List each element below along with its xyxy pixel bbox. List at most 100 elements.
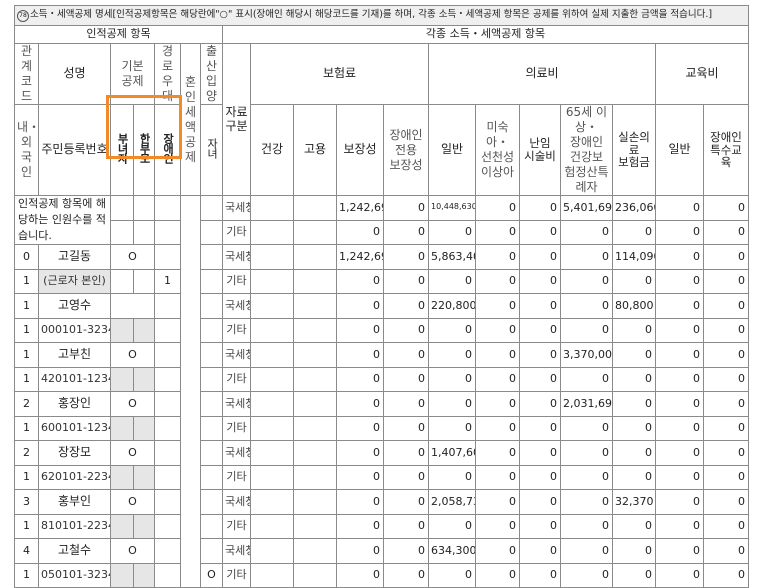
senior-cell[interactable] (154, 440, 181, 466)
birth-adoption-mark[interactable] (200, 366, 223, 392)
amount-cell[interactable]: 0 (560, 268, 613, 294)
amount-cell[interactable]: 0 (428, 391, 476, 417)
woman-cell[interactable] (110, 268, 134, 294)
amount-cell[interactable]: 0 (519, 440, 561, 466)
foreign-code[interactable]: 1 (14, 513, 39, 539)
amount-cell[interactable]: 0 (560, 464, 613, 490)
amount-cell[interactable]: 0 (655, 342, 704, 368)
resident-id[interactable]: 420101-1234567 (38, 366, 111, 392)
amount-cell[interactable] (250, 538, 294, 564)
amount-cell[interactable]: 0 (519, 244, 561, 270)
amount-cell[interactable]: 0 (655, 244, 704, 270)
person-name[interactable]: 홍부인 (38, 489, 111, 515)
amount-cell[interactable]: 0 (612, 513, 656, 539)
amount-cell[interactable]: 0 (612, 440, 656, 466)
amount-cell[interactable]: 0 (383, 440, 429, 466)
disabled-count-cell[interactable] (154, 195, 181, 221)
amount-cell[interactable]: 0 (519, 391, 561, 417)
disabled-code[interactable] (154, 513, 181, 539)
birth-adoption-mark[interactable]: O (200, 562, 223, 588)
amount-cell[interactable] (250, 268, 294, 294)
amount-cell[interactable] (293, 219, 337, 245)
amount-cell[interactable]: 0 (702, 489, 750, 515)
amount-cell[interactable]: 0 (655, 538, 704, 564)
amount-cell[interactable]: 0 (519, 317, 561, 343)
amount-cell[interactable]: 0 (702, 366, 750, 392)
foreign-code[interactable]: 1 (14, 366, 39, 392)
amount-cell[interactable]: 0 (560, 562, 613, 588)
amount-cell[interactable] (250, 244, 294, 270)
amount-cell[interactable]: 0 (519, 195, 561, 221)
amount-cell[interactable]: 0 (336, 562, 384, 588)
amount-cell[interactable]: 0 (655, 268, 704, 294)
amount-cell[interactable]: 1,242,690 (336, 195, 384, 221)
woman-cell[interactable] (110, 415, 134, 441)
amount-cell[interactable] (293, 489, 337, 515)
basic-deduction-mark[interactable]: O (110, 489, 155, 515)
amount-cell[interactable]: 0 (475, 415, 520, 441)
amount-cell[interactable]: 0 (612, 415, 656, 441)
amount-cell[interactable]: 0 (702, 293, 750, 319)
senior-cell[interactable] (154, 391, 181, 417)
amount-cell[interactable]: 0 (475, 293, 520, 319)
amount-cell[interactable] (293, 195, 337, 221)
amount-cell[interactable]: 0 (383, 195, 429, 221)
single-parent-cell[interactable] (133, 268, 155, 294)
amount-cell[interactable] (250, 219, 294, 245)
birth-cell[interactable] (200, 293, 223, 319)
amount-cell[interactable]: 0 (383, 293, 429, 319)
amount-cell[interactable]: 0 (655, 562, 704, 588)
basic-deduction-mark[interactable] (110, 293, 155, 319)
amount-cell[interactable]: 0 (612, 538, 656, 564)
amount-cell[interactable]: 0 (383, 244, 429, 270)
relation-code[interactable]: 2 (14, 391, 39, 417)
amount-cell[interactable]: 0 (702, 317, 750, 343)
woman-count-cell[interactable] (110, 219, 134, 245)
amount-cell[interactable]: 0 (702, 391, 750, 417)
person-name[interactable]: 장장모 (38, 440, 111, 466)
person-name[interactable]: 고철수 (38, 538, 111, 564)
resident-id[interactable]: (근로자 본인) (38, 268, 111, 294)
basic-deduction-mark[interactable]: O (110, 440, 155, 466)
amount-cell[interactable] (250, 366, 294, 392)
amount-cell[interactable]: 10,448,630 (428, 195, 476, 221)
woman-count-cell[interactable] (110, 195, 134, 221)
amount-cell[interactable]: 0 (383, 538, 429, 564)
amount-cell[interactable]: 0 (612, 391, 656, 417)
amount-cell[interactable]: 0 (475, 268, 520, 294)
resident-id[interactable]: 810101-2234567 (38, 513, 111, 539)
single-parent-cell[interactable] (133, 415, 155, 441)
amount-cell[interactable]: 0 (428, 366, 476, 392)
amount-cell[interactable] (250, 513, 294, 539)
woman-cell[interactable] (110, 513, 134, 539)
amount-cell[interactable]: 0 (655, 195, 704, 221)
amount-cell[interactable]: 5,401,690 (560, 195, 613, 221)
amount-cell[interactable]: 3,370,000 (560, 342, 613, 368)
amount-cell[interactable]: 0 (560, 317, 613, 343)
amount-cell[interactable]: 0 (655, 293, 704, 319)
amount-cell[interactable]: 0 (383, 464, 429, 490)
amount-cell[interactable]: 0 (655, 391, 704, 417)
amount-cell[interactable]: 0 (655, 219, 704, 245)
amount-cell[interactable] (250, 440, 294, 466)
amount-cell[interactable]: 0 (612, 342, 656, 368)
birth-cell[interactable] (200, 440, 223, 466)
amount-cell[interactable] (293, 317, 337, 343)
disabled-count-cell[interactable] (154, 219, 181, 245)
amount-cell[interactable]: 0 (336, 538, 384, 564)
resident-id[interactable]: 000101-3234567 (38, 317, 111, 343)
amount-cell[interactable]: 0 (336, 293, 384, 319)
foreign-code[interactable]: 1 (14, 464, 39, 490)
single-parent-cell[interactable] (133, 513, 155, 539)
amount-cell[interactable]: 0 (336, 489, 384, 515)
amount-cell[interactable] (293, 538, 337, 564)
amount-cell[interactable]: 0 (475, 489, 520, 515)
amount-cell[interactable]: 0 (655, 489, 704, 515)
amount-cell[interactable] (293, 293, 337, 319)
amount-cell[interactable] (293, 440, 337, 466)
amount-cell[interactable]: 0 (383, 415, 429, 441)
amount-cell[interactable]: 0 (519, 268, 561, 294)
amount-cell[interactable]: 0 (655, 440, 704, 466)
amount-cell[interactable] (250, 464, 294, 490)
amount-cell[interactable] (250, 415, 294, 441)
